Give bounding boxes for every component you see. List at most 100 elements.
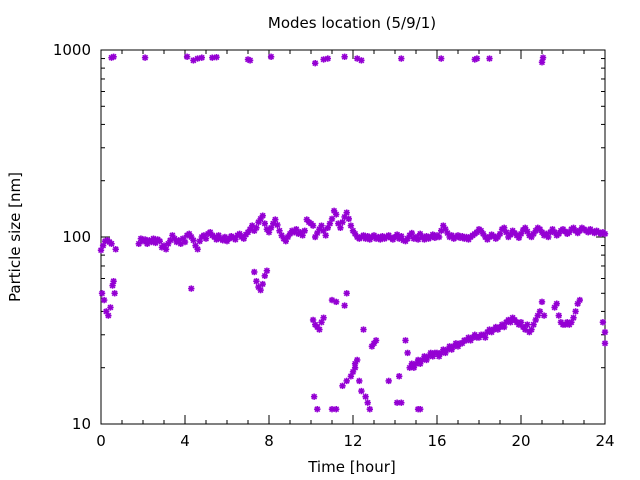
data-point-stroke: [112, 246, 119, 253]
data-point: [414, 236, 422, 243]
data-point-stroke: [360, 326, 367, 333]
x-tick-label: 12: [343, 432, 362, 450]
data-point: [110, 53, 117, 60]
y-tick-label: 100: [62, 228, 91, 246]
data-point-stroke: [101, 297, 108, 304]
data-point: [354, 55, 361, 62]
data-point-stroke: [354, 55, 361, 62]
data-point-stroke: [272, 216, 279, 223]
data-point-stroke: [322, 232, 329, 239]
data-point: [572, 308, 579, 315]
data-point-stroke: [259, 281, 266, 288]
data-point: [599, 319, 607, 326]
data-point-stroke: [259, 212, 266, 219]
data-point: [337, 224, 344, 231]
data-point-stroke: [503, 229, 510, 236]
data-point: [261, 220, 268, 227]
data-point: [341, 302, 348, 309]
data-point: [396, 373, 403, 380]
data-point: [438, 55, 445, 62]
data-point-stroke: [404, 349, 411, 356]
data-point: [351, 364, 359, 371]
data-point: [358, 57, 365, 64]
data-point: [167, 237, 174, 244]
data-point: [328, 215, 336, 223]
data-point-stroke: [572, 308, 579, 315]
data-point: [362, 393, 369, 400]
data-point-stroke: [522, 224, 529, 231]
data-point: [316, 326, 323, 333]
data-point-stroke: [599, 319, 606, 326]
data-point-stroke: [528, 326, 535, 333]
data-point: [111, 290, 118, 297]
data-point: [162, 246, 170, 253]
data-point-stroke: [190, 237, 197, 244]
data-point: [333, 298, 340, 306]
data-point-stroke: [310, 222, 317, 229]
data-point-stroke: [343, 209, 350, 216]
data-point-stroke: [320, 314, 327, 321]
data-point-stroke: [398, 399, 405, 406]
data-point: [528, 326, 535, 333]
x-tick-label: 0: [96, 432, 106, 450]
data-point: [356, 377, 363, 385]
data-point: [545, 233, 552, 241]
data-point-stroke: [247, 57, 254, 64]
y-tick-label: 1000: [53, 41, 91, 59]
data-point-stroke: [486, 55, 493, 62]
data-point-stroke: [221, 234, 228, 240]
data-point-stroke: [329, 215, 335, 222]
data-point-stroke: [207, 229, 214, 236]
data-point-stroke: [203, 235, 209, 242]
data-point-stroke: [99, 290, 106, 297]
data-point: [246, 57, 254, 64]
data-point-stroke: [182, 239, 188, 245]
data-point-stroke: [198, 54, 205, 61]
data-point: [345, 215, 352, 223]
data-point-stroke: [402, 337, 409, 344]
data-point: [98, 290, 106, 297]
data-point: [601, 328, 609, 336]
data-point-stroke: [301, 227, 308, 234]
data-point-stroke: [347, 222, 354, 229]
data-point: [576, 296, 583, 304]
data-point-stroke: [236, 230, 243, 237]
data-point-stroke: [398, 55, 405, 62]
x-tick-label: 16: [427, 432, 446, 450]
data-point-stroke: [274, 221, 281, 228]
data-point: [318, 222, 325, 229]
data-point-stroke: [142, 236, 149, 243]
data-point-stroke: [396, 373, 403, 380]
data-point-stroke: [169, 232, 176, 239]
data-point-stroke: [518, 319, 524, 326]
data-point: [156, 237, 163, 245]
data-point-stroke: [553, 300, 560, 307]
x-tick-label: 4: [180, 432, 190, 450]
data-point-stroke: [311, 393, 318, 400]
data-point-stroke: [549, 226, 556, 233]
data-point: [312, 59, 319, 67]
data-point: [141, 54, 149, 61]
data-point-stroke: [536, 308, 543, 315]
data-point: [486, 55, 493, 62]
data-point: [417, 405, 424, 413]
data-point: [539, 54, 547, 61]
data-point-stroke: [343, 290, 350, 297]
data-point-stroke: [444, 230, 451, 237]
data-point-stroke: [278, 232, 285, 239]
data-point: [251, 268, 258, 276]
data-point-stroke: [417, 230, 424, 237]
data-point-stroke: [480, 230, 487, 237]
data-point-stroke: [337, 224, 344, 231]
data-point-stroke: [364, 399, 371, 406]
data-point-stroke: [352, 364, 359, 371]
data-point: [570, 314, 577, 321]
data-point-stroke: [142, 54, 149, 61]
data-point-stroke: [213, 54, 220, 61]
data-point: [442, 349, 449, 357]
data-point-stroke: [536, 226, 543, 233]
data-point: [272, 216, 279, 223]
data-point: [398, 399, 405, 406]
data-point-stroke: [360, 232, 367, 239]
data-point: [404, 349, 411, 357]
